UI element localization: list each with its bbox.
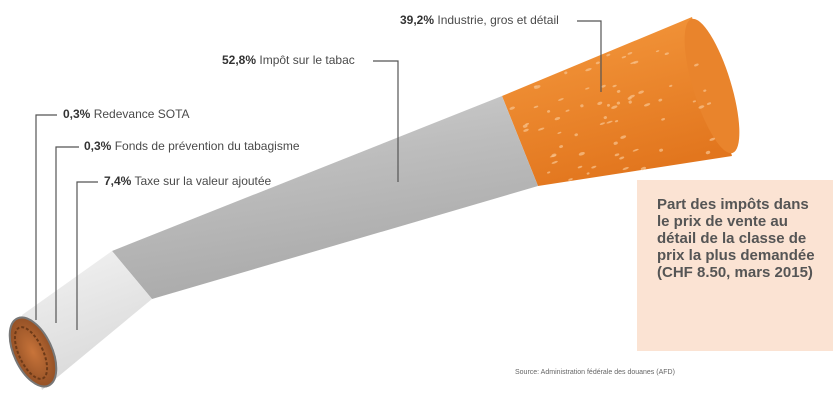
- filter-speckle: [709, 137, 716, 141]
- filter-speckle: [616, 89, 621, 93]
- filter-speckle: [557, 131, 562, 134]
- filter-speckle: [640, 166, 647, 171]
- info-box: Part des impôts dans le prix de vente au…: [637, 180, 833, 351]
- label-sota-pct: 0,3%: [63, 107, 91, 121]
- filter-speckle: [613, 141, 618, 145]
- filter-speckle: [597, 101, 603, 105]
- filter-speckle: [616, 101, 621, 105]
- filter-speckle: [606, 53, 611, 57]
- paper-segment: [112, 96, 538, 299]
- filter-speckle: [694, 63, 699, 67]
- filter-speckle: [614, 120, 619, 123]
- filter-speckle: [692, 100, 697, 103]
- filter-speckle: [554, 116, 561, 121]
- filter-speckle: [619, 156, 625, 160]
- filter-speckle: [585, 67, 592, 72]
- filter-speckle: [705, 150, 711, 155]
- label-prevention: 0,3% Fonds de prévention du tabagisme: [84, 139, 300, 153]
- filter-speckle: [627, 52, 633, 55]
- label-tva-text: Taxe sur la valeur ajoutée: [134, 174, 272, 188]
- filter-speckle: [632, 148, 639, 152]
- filter-speckle: [706, 102, 712, 105]
- filter-speckle: [551, 160, 558, 164]
- label-prevention-text: Fonds de prévention du tabagisme: [114, 139, 300, 153]
- filter-speckle: [703, 89, 707, 92]
- filter-speckle: [669, 84, 673, 88]
- chart-title: Part des impôts dans le prix de vente au…: [657, 196, 815, 281]
- filter-segment: [502, 17, 732, 186]
- leader-line-tva: [76, 181, 98, 330]
- filter-speckle: [611, 105, 618, 109]
- filter-speckle: [574, 133, 578, 137]
- filter-speckle: [568, 178, 573, 181]
- label-sota: 0,3% Redevance SOTA: [63, 107, 190, 121]
- filter-end: [684, 18, 740, 154]
- leader-line-prevention: [55, 146, 79, 323]
- filter-speckle: [565, 109, 570, 112]
- filter-speckle: [586, 172, 590, 175]
- filter-speckle: [547, 110, 551, 113]
- tobacco-texture: [13, 326, 49, 380]
- filter-speckle: [547, 171, 551, 174]
- filter-speckle: [533, 85, 538, 88]
- tobacco-end: [8, 316, 58, 388]
- label-industrie-pct: 39,2%: [400, 13, 435, 27]
- label-impot: 52,8% Impôt sur le tabac: [222, 53, 355, 67]
- filter-speckle: [622, 166, 629, 171]
- filter-speckle: [603, 116, 607, 120]
- label-industrie: 39,2% Industrie, gros et détail: [400, 13, 559, 27]
- filter-speckle: [628, 100, 632, 104]
- label-impot-pct: 52,8%: [222, 53, 257, 67]
- source-note: Source: Administration fédérale des doua…: [515, 369, 675, 376]
- label-tva: 7,4% Taxe sur la valeur ajoutée: [104, 174, 271, 188]
- leader-line-impot: [373, 60, 399, 182]
- filter-speckle: [621, 55, 627, 59]
- filter-speckle: [578, 151, 585, 156]
- filter-speckle: [564, 71, 568, 75]
- filter-speckle: [643, 103, 651, 107]
- filter-speckle: [638, 90, 644, 94]
- label-industrie-text: Industrie, gros et détail: [437, 13, 559, 27]
- filter-speckle: [577, 165, 583, 169]
- filter-speckle: [606, 120, 613, 124]
- filter-speckle: [630, 61, 636, 65]
- leader-line-industrie: [577, 20, 602, 92]
- filter-speckle: [533, 105, 539, 109]
- filter-speckle: [558, 98, 564, 101]
- filter-speckle: [698, 105, 705, 109]
- filter-speckle: [559, 145, 564, 149]
- filter-speckles: [509, 50, 716, 181]
- filter-speckle: [551, 153, 557, 158]
- filter-speckle: [509, 106, 515, 110]
- filter-speckle: [595, 61, 600, 65]
- filter-speckle: [614, 153, 620, 157]
- filter-speckle: [599, 122, 606, 126]
- filter-speckle: [658, 98, 663, 102]
- label-tva-pct: 7,4%: [104, 174, 132, 188]
- filter-speckle: [664, 52, 669, 55]
- filter-speckle: [661, 118, 666, 121]
- label-sota-text: Redevance SOTA: [93, 107, 190, 121]
- filter-speckle: [601, 84, 606, 88]
- filter-speckle: [522, 124, 528, 128]
- filter-speckle: [607, 103, 610, 107]
- label-impot-text: Impôt sur le tabac: [259, 53, 355, 67]
- filter-speckle: [580, 104, 584, 108]
- leader-line-sota: [35, 114, 57, 320]
- filter-speckle: [537, 127, 545, 131]
- filter-speckle: [659, 148, 664, 152]
- filter-speckle: [523, 128, 529, 132]
- filter-speckle: [629, 94, 635, 98]
- filter-speckle: [620, 135, 627, 139]
- filter-speckle: [585, 87, 590, 90]
- filter-speckle: [612, 84, 617, 88]
- filter-speckle: [591, 165, 597, 169]
- label-prevention-pct: 0,3%: [84, 139, 112, 153]
- filter-speckle: [655, 50, 660, 53]
